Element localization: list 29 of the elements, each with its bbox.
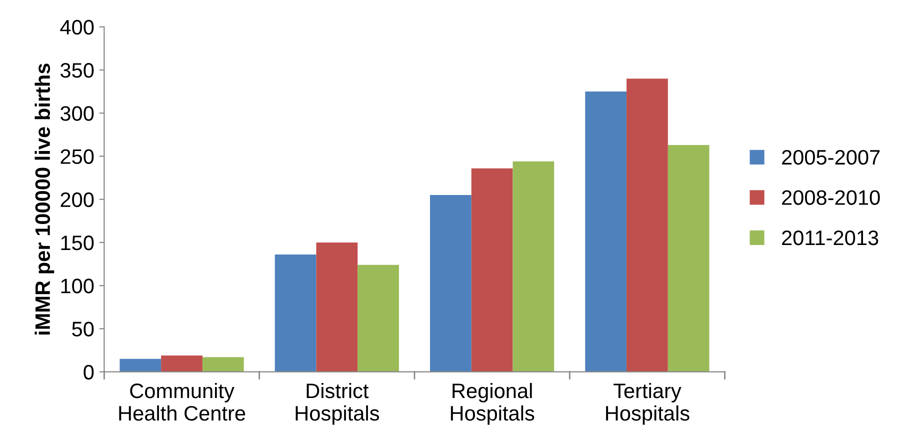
y-tick-label: 200 bbox=[60, 192, 94, 208]
bar bbox=[430, 195, 472, 372]
y-tick-label: 350 bbox=[60, 63, 94, 78]
y-tick-label: 400 bbox=[60, 20, 94, 35]
y-tick-label: 250 bbox=[60, 149, 94, 164]
bar bbox=[202, 357, 244, 372]
bar bbox=[626, 78, 668, 372]
x-tick-label: Tertiary Hospitals bbox=[606, 382, 690, 425]
bar bbox=[668, 145, 710, 372]
y-tick-label: 0 bbox=[84, 364, 94, 380]
bar bbox=[161, 355, 202, 372]
bar bbox=[585, 92, 627, 372]
bar bbox=[316, 242, 358, 372]
legend-label: 2008-2010 bbox=[782, 190, 880, 205]
y-tick-label: 300 bbox=[60, 106, 94, 121]
y-tick-label: 50 bbox=[72, 322, 94, 336]
x-tick-label: Community Health Centre bbox=[119, 382, 246, 421]
y-axis-title: iMMR per 100000 live births bbox=[34, 64, 54, 335]
y-tick-label: 150 bbox=[61, 235, 94, 250]
bar bbox=[471, 168, 513, 372]
bar bbox=[274, 254, 316, 372]
bar bbox=[120, 358, 162, 372]
x-tick-label: District Hospitals bbox=[296, 382, 380, 425]
bar bbox=[358, 264, 399, 372]
legend-label: 2005-2007 bbox=[782, 150, 880, 165]
y-tick-label: 100 bbox=[61, 278, 94, 294]
x-tick-label: Regional Hospitals bbox=[450, 382, 534, 425]
legend-label: 2011-2013 bbox=[782, 230, 878, 246]
bar bbox=[512, 161, 554, 372]
